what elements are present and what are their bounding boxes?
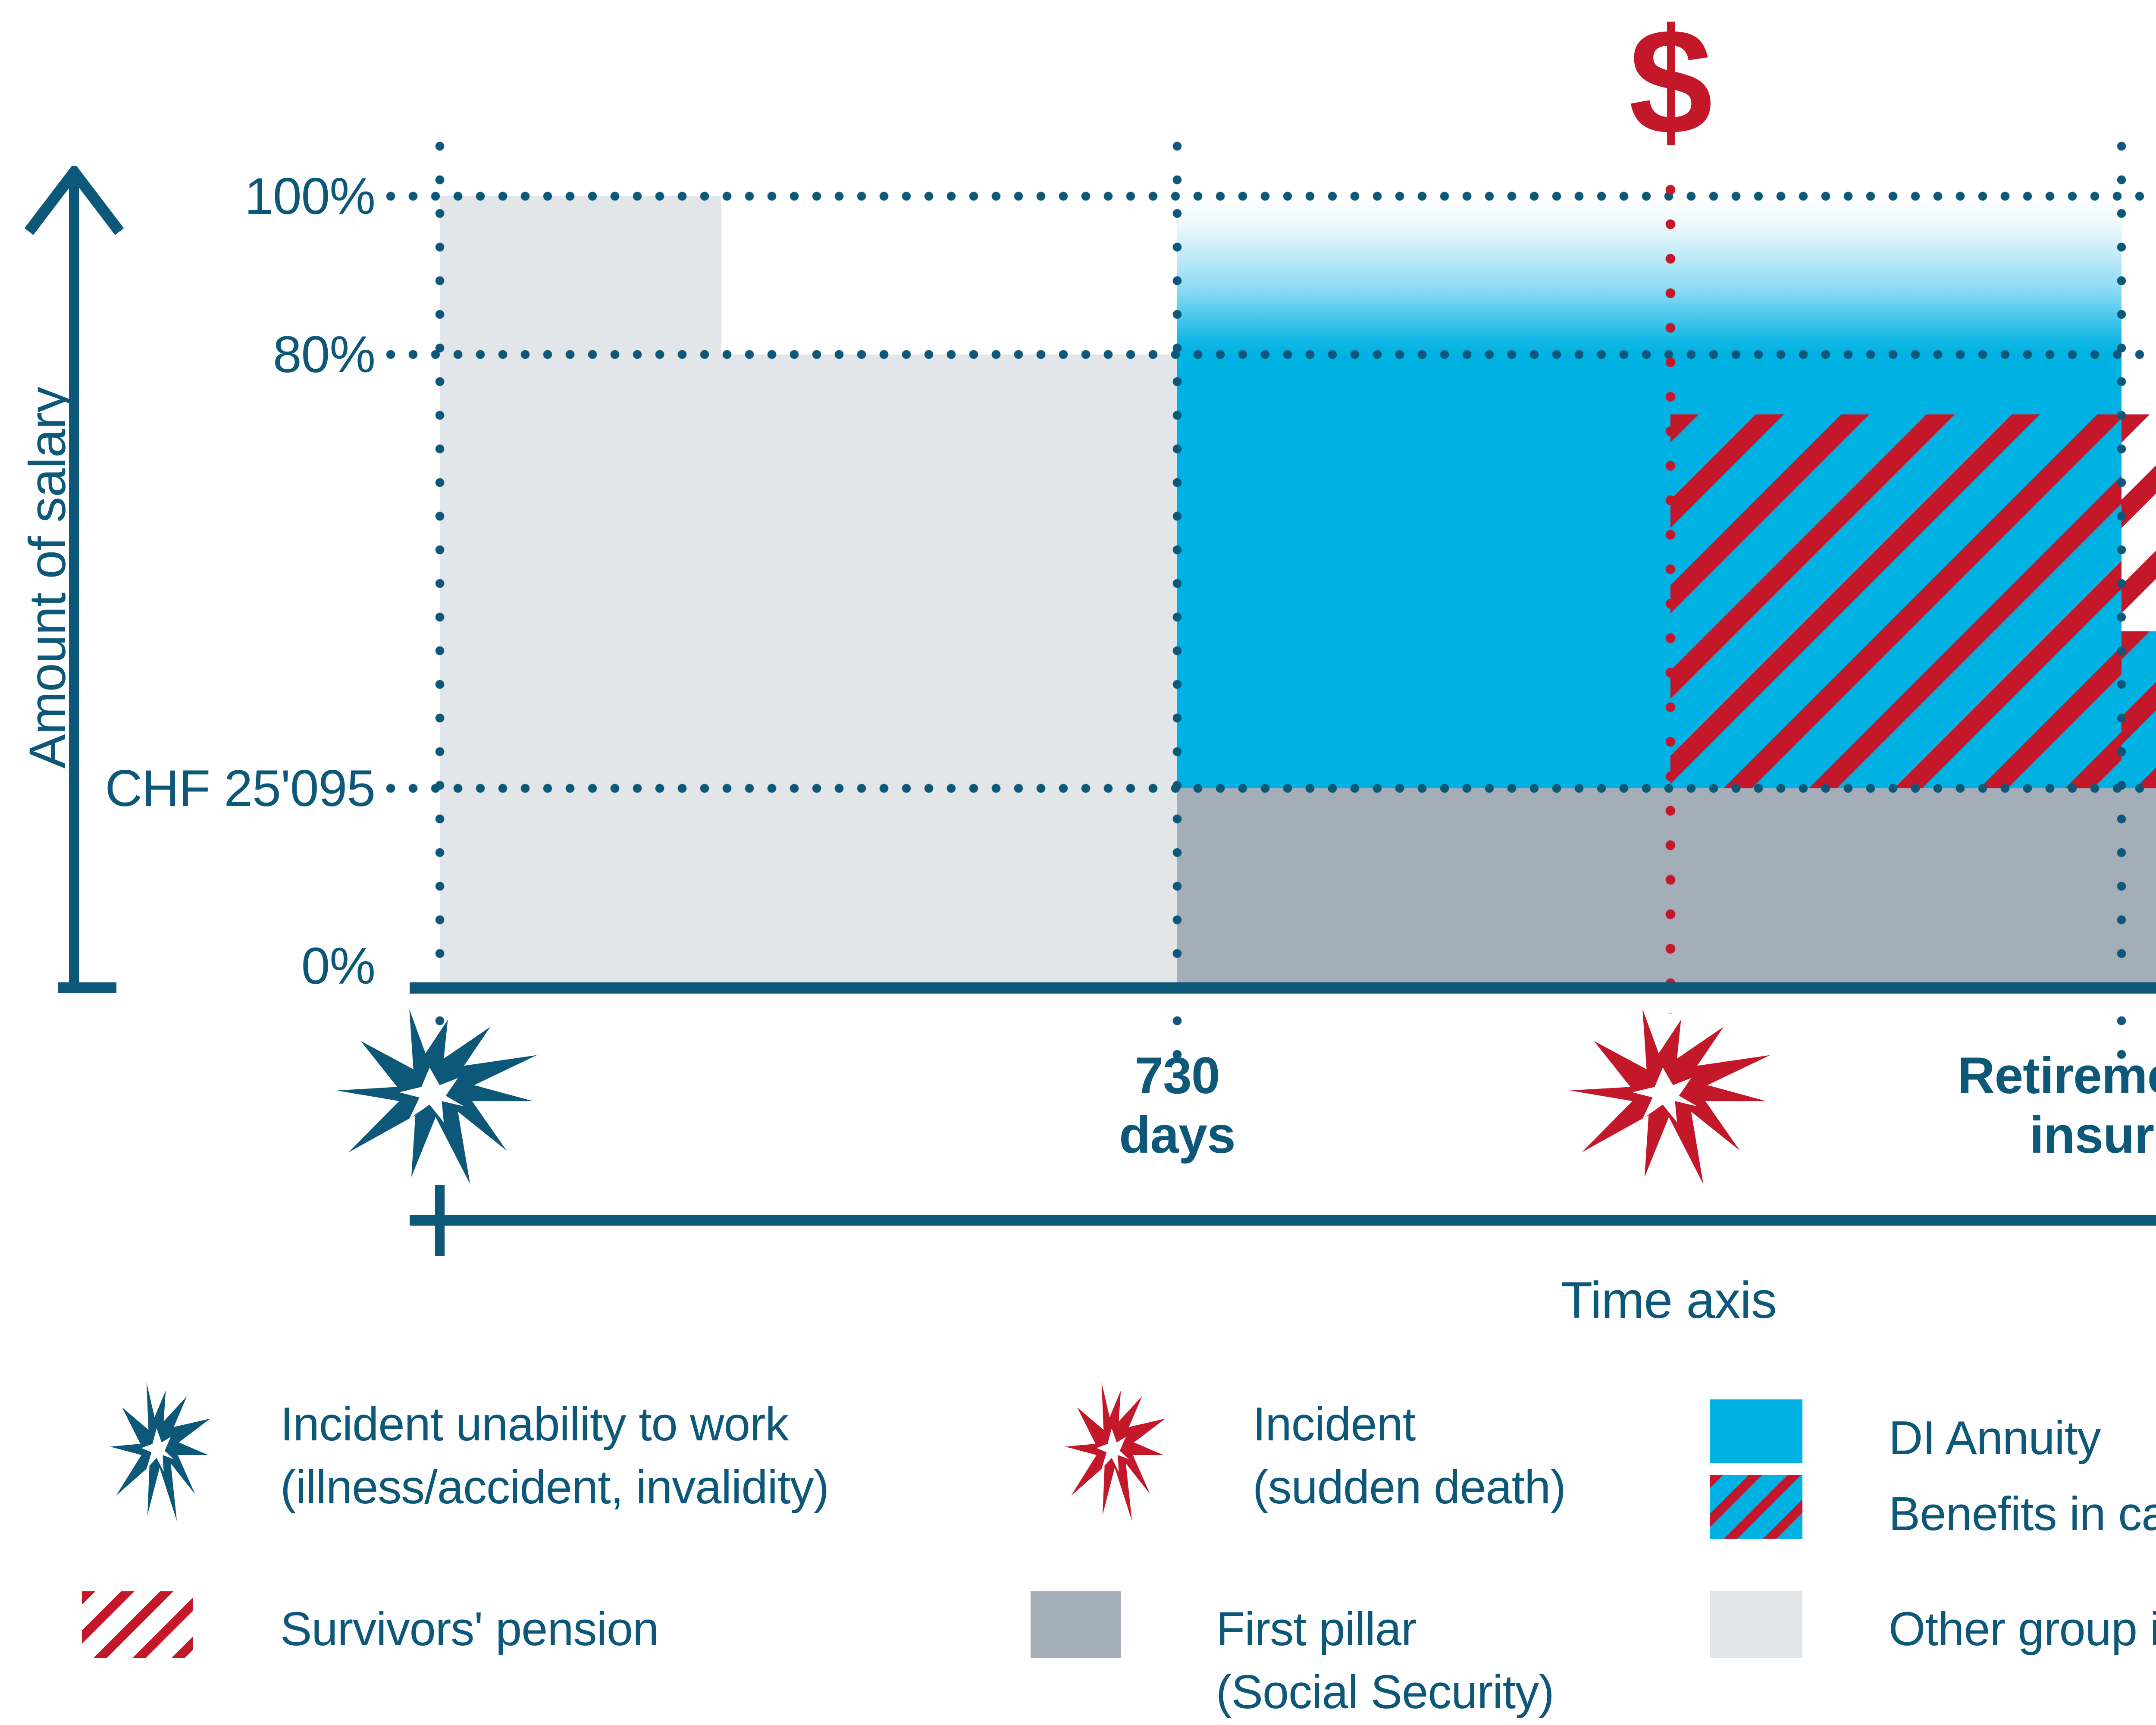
milestone-730-line2: days	[1119, 1106, 1236, 1164]
legend-incident-death-line1: Incident	[1253, 1398, 1416, 1451]
milestone-retirement-line1: Retirement of	[1957, 1047, 2156, 1104]
legend-swatch-di-annuity	[1710, 1399, 1802, 1463]
x-axis-title: Time axis	[1561, 1271, 1777, 1329]
legend-swatch-other-schemes	[1710, 1591, 1802, 1658]
legend-di-annuity-label: DI Annuity	[1889, 1411, 2101, 1465]
region-di-annuity-gradient	[1177, 196, 2122, 354]
tick-chf: CHF 25'095	[105, 759, 376, 817]
guideline-retirement	[2116, 129, 2127, 1061]
sudden-death-star-icon	[1570, 1009, 1771, 1184]
tick-0pct: 0%	[301, 937, 376, 995]
milestone-retirement: Retirement of insured	[1798, 1046, 2156, 1165]
legend-incident-death-label: Incident (sudden death)	[1253, 1393, 1566, 1519]
legend-swatch-first-pillar	[1031, 1591, 1121, 1658]
region-survivors-pension	[2121, 414, 2156, 632]
gridline-chf	[379, 783, 2156, 794]
milestone-730-line1: 730	[1134, 1047, 1220, 1104]
legend-incident-work-label: Incident unability to work (illness/acci…	[280, 1393, 829, 1519]
lump-sum-dollar-icon: $	[1629, 0, 1713, 166]
tick-80pct: 80%	[273, 326, 376, 383]
x-baseline	[410, 982, 2156, 994]
guideline-sudden-death	[1665, 172, 1676, 1013]
legend-incident-death-line2: (sudden death)	[1253, 1461, 1566, 1514]
legend-survivors-label: Survivors' pension	[280, 1603, 659, 1656]
tick-100pct: 100%	[244, 167, 376, 225]
region-di-annuity-main	[1177, 354, 1670, 788]
gridline-80pct	[379, 349, 2156, 360]
y-axis-line	[69, 175, 79, 988]
milestone-730-days: 730 days	[1005, 1046, 1350, 1165]
gridline-100pct	[379, 191, 2156, 201]
legend-incident-star-red-icon	[1065, 1382, 1166, 1521]
time-axis-start-tick	[435, 1185, 445, 1256]
legend-incident-work-line1: Incident unability to work	[280, 1398, 789, 1451]
legend-other-schemes-label: Other group insurance schemes	[1889, 1603, 2156, 1656]
legend-accident-benefits-label: Benefits in case of an accident	[1889, 1487, 2156, 1540]
legend-incident-work-line2: (illness/accident, invalidity)	[280, 1461, 829, 1514]
legend-first-pillar-line1: First pillar	[1216, 1603, 1417, 1656]
legend-first-pillar-label: First pillar (Social Security)	[1216, 1598, 1554, 1724]
time-axis-line	[410, 1215, 2156, 1226]
guideline-730-days	[1172, 129, 1182, 1061]
region-accident-benefits-b	[2121, 631, 2156, 788]
region-accident-benefits-a	[1670, 414, 2122, 788]
plot-area	[440, 196, 2156, 988]
milestone-retirement-line2: insured	[2029, 1106, 2156, 1164]
region-di-annuity-strip	[1670, 354, 2122, 414]
y-axis-base-tick	[58, 982, 116, 993]
y-axis-arrowhead-icon	[24, 166, 124, 235]
guideline-incident	[435, 129, 445, 1061]
region-other-schemes-80	[721, 354, 1177, 988]
region-other-schemes-full	[440, 196, 722, 988]
legend-swatch-accident-benefits	[1710, 1475, 1802, 1539]
incident-star-icon	[336, 1009, 537, 1184]
legend-first-pillar-line2: (Social Security)	[1216, 1665, 1554, 1719]
legend-incident-star-blue-icon	[110, 1382, 210, 1521]
legend-swatch-survivors	[82, 1591, 193, 1658]
